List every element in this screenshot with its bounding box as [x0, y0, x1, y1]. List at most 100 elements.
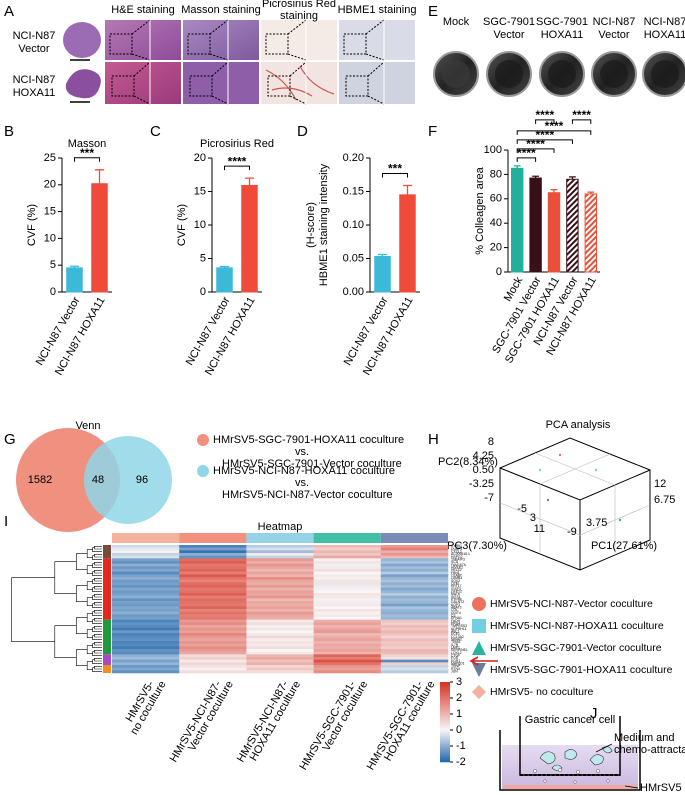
heatmap-cell [313, 558, 382, 562]
y-tick-label: 5 [50, 259, 56, 271]
bar [91, 183, 108, 293]
heatmap-cell [380, 601, 449, 604]
colorbar-segment [440, 698, 450, 701]
heatmap-cell [246, 627, 314, 631]
heatmap-cell [380, 550, 449, 554]
heatmap-cell [246, 547, 314, 551]
pca-title: PCA analysis [546, 419, 611, 431]
group-label: HMrSV5-SGC-7901- [297, 679, 358, 773]
gene-label: PRG4 [451, 622, 460, 626]
y-tick-label: 20 [490, 242, 502, 254]
histology-images [63, 19, 415, 105]
dendrogram [92, 571, 102, 576]
gene-label: CTGF [451, 654, 460, 658]
colorbar-segment [440, 696, 450, 699]
colorbar-segment [440, 706, 450, 709]
heatmap-cell [246, 574, 314, 578]
heatmap-cell [313, 670, 382, 674]
heatmap-cell [380, 574, 449, 578]
heatmap-cell [380, 667, 449, 671]
gene-label: AQP3 [451, 603, 460, 607]
pca-point [558, 453, 562, 457]
heatmap-cell [179, 547, 247, 551]
dendrogram [94, 650, 102, 654]
colorbar-segment [440, 730, 450, 733]
dendrogram [92, 587, 102, 592]
heatmap-cell [179, 566, 247, 570]
y-axis-label: (H-score) [305, 202, 317, 248]
significance-bracket [74, 157, 100, 162]
gene-label: SCD [451, 560, 459, 564]
heatmap-cell [313, 651, 382, 655]
bar [374, 255, 391, 293]
heatmap-cell [313, 625, 382, 628]
significance-label: *** [80, 146, 94, 160]
heatmap-cell [380, 641, 449, 644]
significance-label: **** [572, 108, 591, 122]
legend-text: HMrSV5-SGC-7901-Vector coculture [222, 458, 402, 470]
heatmap-cell [380, 649, 449, 652]
heatmap-cell [246, 579, 314, 583]
y-tick-label: 80 [490, 168, 502, 180]
group-bar [380, 533, 448, 543]
collagen-fibers [265, 65, 335, 101]
heatmap-cell [380, 598, 449, 602]
legend-swatch [197, 465, 209, 477]
column-title: H&E staining [111, 4, 175, 16]
heatmap-cell [380, 609, 449, 612]
heatmap-cell [313, 641, 382, 644]
hbme1-image [339, 62, 415, 104]
row-label: NCI-N87 [13, 30, 56, 42]
heatmap-cell [179, 657, 247, 660]
heatmap-cell [112, 561, 180, 564]
heatmap-cell [380, 590, 449, 594]
legend-text: HMrSV5-NCI-N87-Vector coculture [490, 598, 653, 610]
heatmap-cell [112, 649, 180, 652]
venn-title: Venn [75, 420, 100, 432]
colorbar-segment [440, 754, 450, 757]
dendrogram [92, 651, 102, 656]
heatmap-cell [246, 606, 314, 610]
panel-label: I [4, 513, 8, 530]
dendrogram [86, 629, 93, 638]
column-title: Masson staining [181, 4, 261, 16]
dendrogram [92, 667, 102, 672]
heatmap-cell [313, 614, 382, 618]
heatmap-cell [246, 571, 314, 575]
colorbar-segment [440, 736, 450, 739]
heatmap-cell [313, 595, 382, 599]
y-tick-label: 100 [484, 144, 502, 156]
heatmap-cell [179, 545, 247, 548]
heatmap-cell [380, 606, 449, 610]
heatmap-cell [380, 611, 449, 615]
y-tick-label: 10 [44, 232, 56, 244]
heatmap-cell [246, 587, 314, 591]
dendrogram [94, 634, 102, 638]
dendrogram [94, 626, 102, 630]
legend-marker [472, 685, 486, 699]
heatmap-cell [179, 577, 247, 580]
dendrogram [54, 561, 77, 594]
heatmap-cell [380, 638, 449, 642]
colorbar-segment [440, 752, 450, 755]
pc3-tick-label: -5 [517, 503, 527, 515]
chart-title: Picrosirius Red [200, 138, 274, 150]
legend-text: vs. [295, 446, 309, 458]
heatmap-cell [112, 617, 180, 620]
gene-label: ABL1 [451, 630, 459, 634]
gene-label: CPM [451, 582, 459, 586]
heatmap-cell [246, 625, 314, 628]
dendrogram [94, 618, 102, 622]
heatmap-cell [112, 585, 180, 588]
error-bar [568, 176, 576, 180]
heatmap-cell [246, 670, 314, 674]
heatmap-cell [246, 614, 314, 618]
significance-label: **** [545, 119, 564, 133]
heatmap-cell [246, 601, 314, 604]
gene-label: TRNP [451, 664, 461, 668]
colorbar-tick-label: 1 [456, 708, 462, 720]
error-bar [219, 265, 230, 268]
heatmap-cell [313, 622, 382, 626]
gene-label: CYR61 [451, 544, 462, 548]
heatmap-cell [112, 574, 180, 578]
